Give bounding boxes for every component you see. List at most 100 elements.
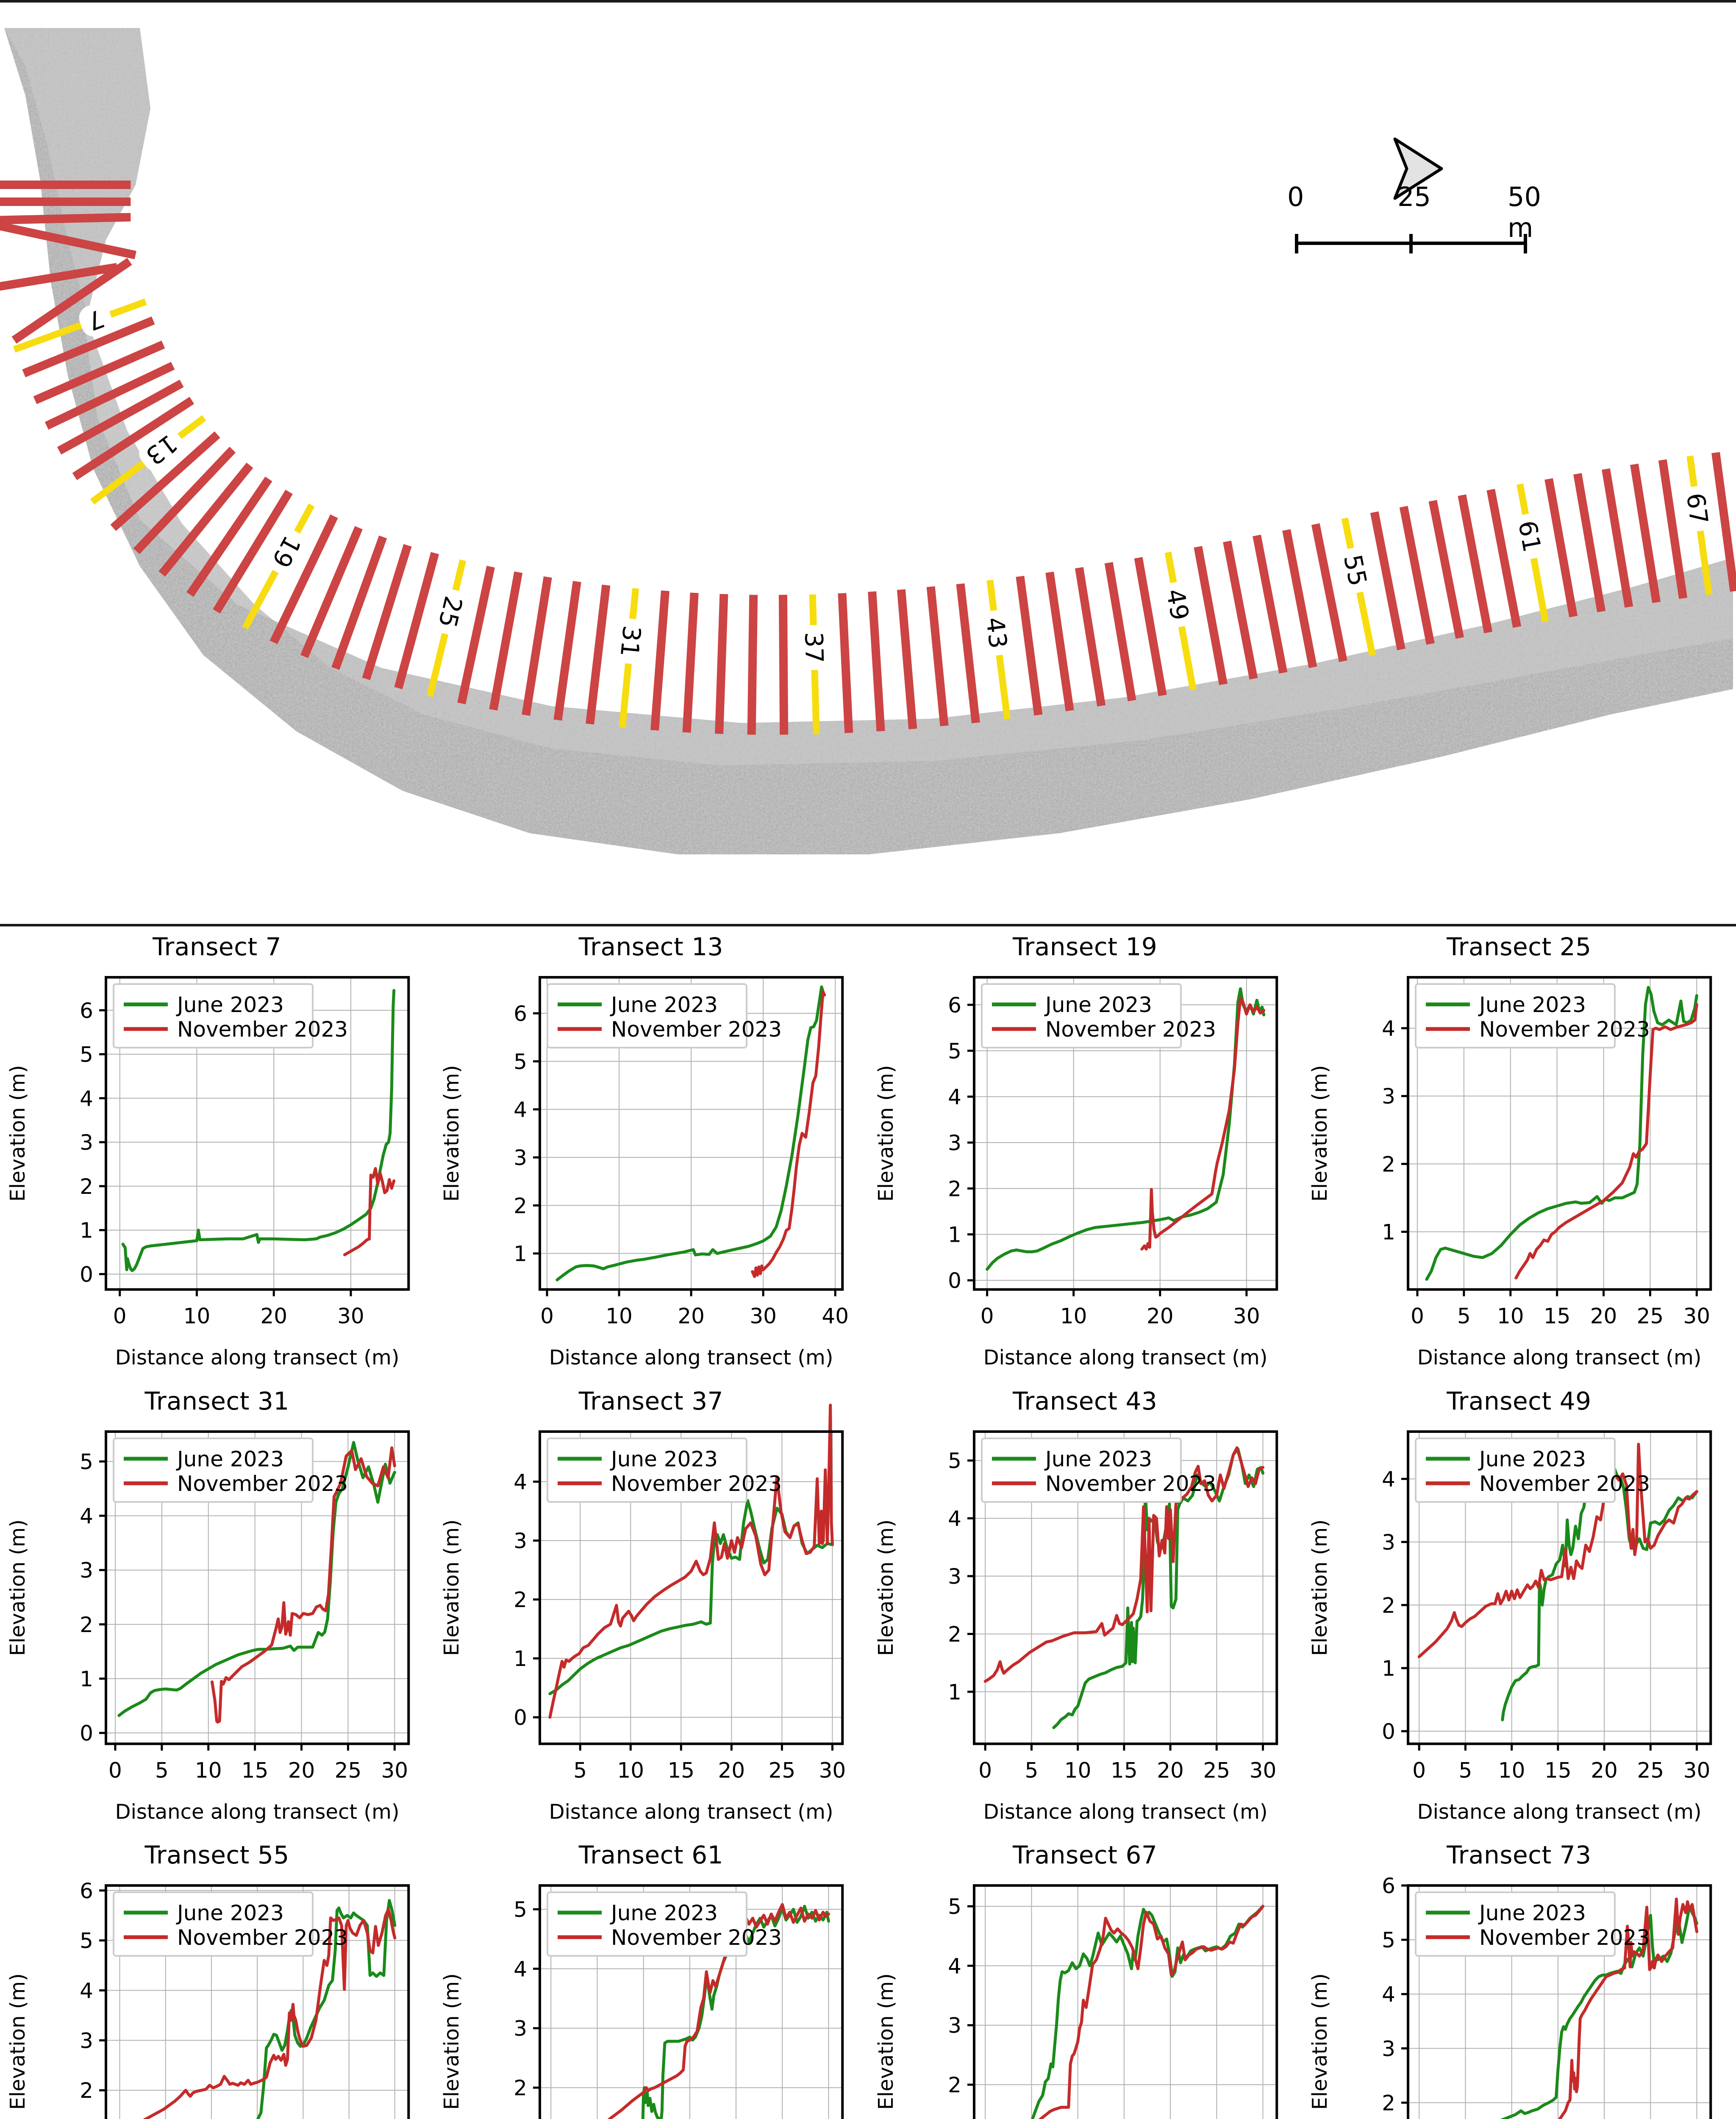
plot-legend: [113, 1437, 314, 1503]
legend-label-june: June 2023: [176, 993, 284, 1017]
tick-label-y: 5: [80, 1929, 93, 1953]
tick-label-x: 30: [381, 1758, 408, 1783]
legend-label-june: June 2023: [1044, 993, 1152, 1017]
tick-label-x: 25: [1637, 1758, 1664, 1783]
plot-frame: [105, 1430, 410, 1745]
transect-line: [1458, 494, 1493, 634]
tick-label-x: 30: [1233, 1304, 1260, 1329]
plot-svg: 5 10 15 20 25 30 0 1 2 3 4 Distance along transect …: [440, 1403, 846, 1824]
tick-label-x: 15: [242, 1758, 269, 1783]
transect-line: [1428, 500, 1464, 639]
x-axis-label: Distance along transect (m): [983, 1800, 1267, 1824]
transect-plot-cell: Transect 13 0 10 20 30 40 1 2 3 4 5 6 Distance along…: [434, 926, 868, 1381]
transect-line: [1399, 506, 1435, 645]
plot-title: Transect 7: [153, 932, 282, 961]
tick-label-x: 30: [1249, 1758, 1276, 1783]
plot-frame: [105, 976, 410, 1291]
plot-title: Transect 13: [578, 932, 724, 961]
transect-line: [489, 571, 523, 711]
tick-label-x: 20: [260, 1304, 287, 1329]
transect-line: [1016, 576, 1043, 716]
plot-svg: 0 10 20 30 0 1 2 3 4 5 6 Distance along transect (m…: [874, 976, 1278, 1370]
transect-line: [33, 340, 165, 404]
series-line-november: [751, 990, 826, 1278]
tick-label-x: 20: [1157, 1758, 1184, 1783]
tick-label-y: 1: [514, 1242, 527, 1266]
tick-label-y: 3: [1382, 1084, 1395, 1109]
plot-svg: 0510152025300123456Distance along transe…: [6, 1879, 410, 2119]
x-axis-label: Distance along transect (m): [549, 1800, 833, 1824]
transect-line: [956, 583, 980, 723]
transect-plot-cell: Transect 6705101520253012345Distance alo…: [868, 1835, 1302, 2119]
tick-label-y: 2: [948, 1176, 961, 1201]
tick-label-y: 2: [514, 1588, 527, 1612]
tick-label-y: 1: [1382, 1656, 1395, 1681]
legend-label-june: June 2023: [610, 993, 718, 1017]
legend-label-november: November 2023: [1479, 1017, 1650, 1042]
transect-line: [1194, 546, 1228, 685]
transect-line: [1602, 468, 1633, 608]
legend-label-june: June 2023: [610, 1901, 718, 1925]
tick-label-x: 30: [1683, 1304, 1710, 1329]
transect-line: [1223, 540, 1258, 680]
transect-line: [1544, 478, 1578, 617]
x-axis-label: Distance along transect (m): [983, 1346, 1267, 1370]
transect-plot-cell: Transect 25 0 5 10 15 20 25 30 1 2 3 4 Distance alon…: [1302, 926, 1736, 1381]
plot-frame: [1406, 976, 1712, 1291]
tick-label-y: 4: [80, 1504, 93, 1528]
plot-legend: [547, 1437, 748, 1503]
y-axis-label: Elevation (m): [874, 1973, 897, 2110]
plot-legend: [547, 1891, 748, 1957]
plot-frame: [1406, 1884, 1712, 2119]
tick-label-y: 4: [514, 1098, 527, 1122]
transect-line: [1486, 489, 1522, 628]
tick-label-y: 2: [514, 1193, 527, 1218]
transect-plot-cell: Transect 37 5 10 15 20 25 30 0 1 2 3 4 Distance alon…: [434, 1381, 868, 1835]
y-axis-label: Elevation (m): [874, 1519, 898, 1656]
tick-label-y: 0: [514, 1705, 527, 1730]
transect-line: [682, 592, 699, 733]
transect-label-49: 49: [1160, 581, 1195, 628]
tick-label-x: 20: [1146, 1304, 1173, 1329]
transect-line: [331, 535, 387, 670]
transect-label-text: 37: [799, 631, 829, 664]
tick-label-x: 30: [750, 1304, 777, 1329]
tick-label-x: 20: [288, 1758, 315, 1783]
plot-frame: [539, 1884, 844, 2119]
transect-label-61: 61: [1512, 513, 1547, 559]
tick-label-y: 6: [514, 1001, 527, 1026]
tick-label-y: 0: [80, 1721, 93, 1746]
tick-label-y: 4: [1382, 1016, 1395, 1041]
transect-line: [1311, 523, 1347, 662]
tick-label-y: 3: [80, 1558, 93, 1582]
plot-legend: [980, 983, 1182, 1048]
tick-label-x: 0: [1411, 1304, 1424, 1329]
series-line-november: [1417, 1442, 1698, 1658]
tick-label-x: 15: [1544, 1758, 1572, 1783]
tick-label-y: 3: [948, 2013, 961, 2038]
transect-lines-group: [0, 181, 1736, 735]
transect-line: [1658, 459, 1688, 599]
tick-label-y: 3: [80, 1130, 93, 1155]
series-line-november: [548, 1403, 834, 1719]
x-axis-label: Distance along transect (m): [549, 1346, 833, 1370]
tick-label-y: 2: [80, 1174, 93, 1199]
transect-label-text: 25: [433, 593, 468, 631]
tick-label-y: 2: [514, 2076, 527, 2100]
transect-line: [0, 213, 131, 225]
tick-label-y: 6: [1382, 1874, 1395, 1898]
tick-label-y: 2: [1382, 1593, 1395, 1618]
transect-line: [11, 258, 132, 344]
x-axis-label: Distance along transect (m): [115, 1800, 400, 1824]
plot-title: Transect 73: [1447, 1841, 1592, 1870]
legend-label-june: June 2023: [1478, 993, 1586, 1017]
tick-label-x: 15: [1544, 1304, 1571, 1329]
transect-line: [715, 594, 728, 734]
transect-plot-cell: Transect 550510152025300123456Distance a…: [0, 1835, 434, 2119]
tick-label-y: 5: [80, 1043, 93, 1067]
transect-line: [186, 476, 272, 597]
transect-line: [553, 581, 581, 721]
transect-line: [394, 552, 439, 690]
transect-line: [1134, 557, 1167, 696]
tick-label-y: 2: [948, 2073, 961, 2097]
